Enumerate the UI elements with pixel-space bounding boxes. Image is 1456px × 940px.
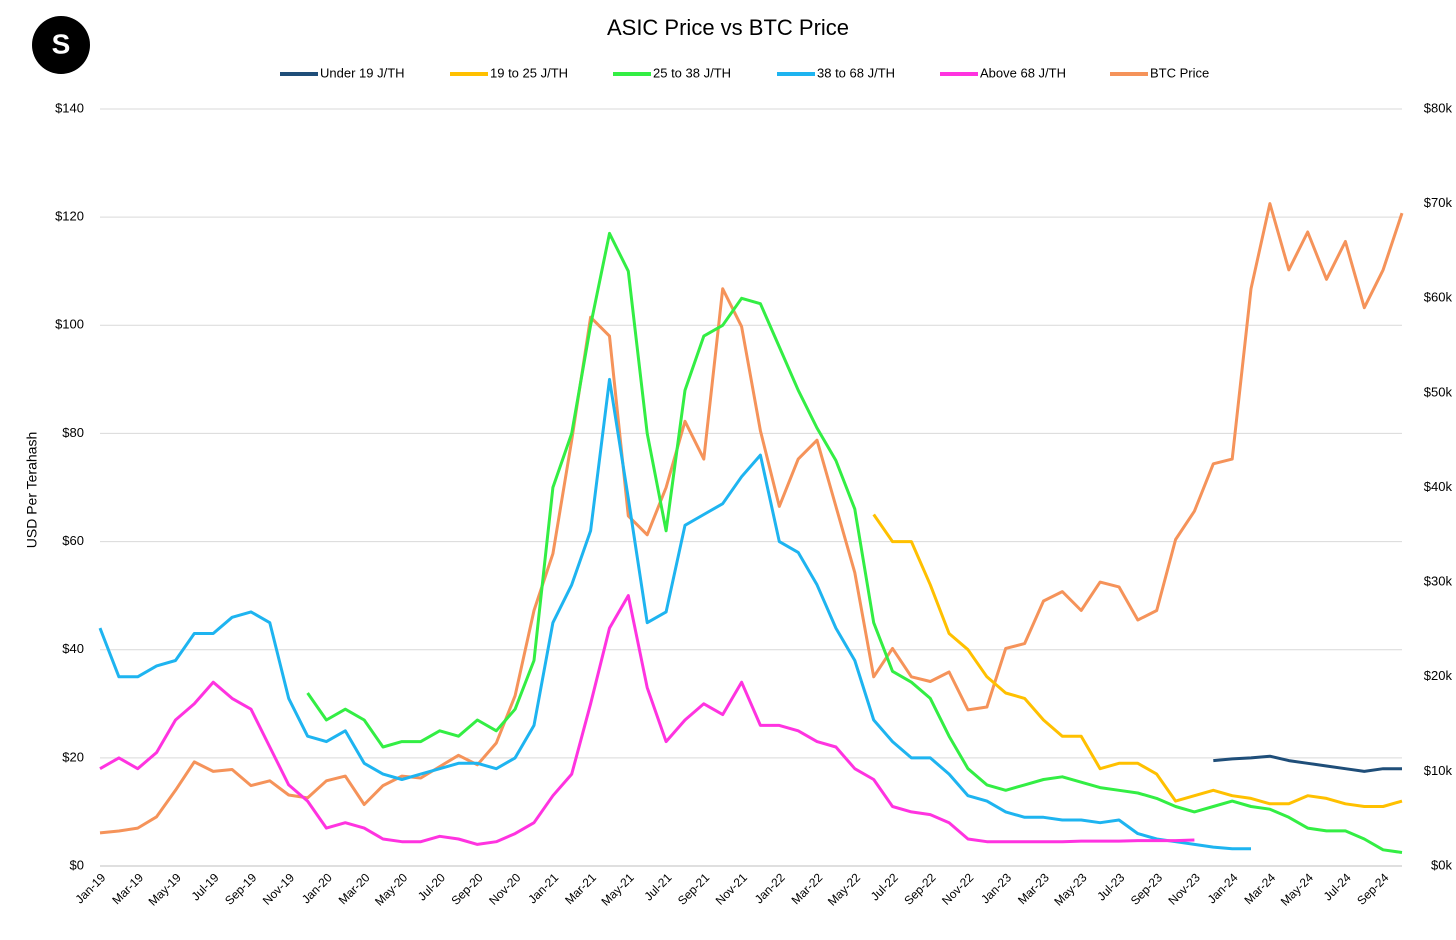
x-tick-label: Mar-24 [1241,870,1278,907]
y-tick-label: $140 [55,100,84,115]
y2-tick-label: $70k [1424,195,1453,210]
x-tick-label: Nov-21 [713,870,750,907]
y-tick-label: $60 [62,533,84,548]
logo-badge [32,16,90,74]
y-tick-label: $20 [62,749,84,764]
series-line [306,231,1403,854]
x-tick-label: Jul-22 [868,870,901,903]
x-tick-label: May-21 [599,870,637,908]
x-tick-label: Sep-23 [1128,870,1165,907]
y2-tick-label: $80k [1424,100,1453,115]
y2-tick-label: $0k [1431,857,1452,872]
x-tick-label: Mar-23 [1015,870,1052,907]
x-tick-label: Mar-19 [109,870,146,907]
y2-tick-label: $50k [1424,384,1453,399]
x-tick-label: May-24 [1278,870,1316,908]
x-tick-label: Jul-19 [189,870,222,903]
x-tick-label: Jul-23 [1094,870,1127,903]
x-tick-label: May-23 [1051,870,1089,908]
legend-label: 25 to 38 J/TH [653,65,731,80]
x-tick-label: Jan-24 [1205,870,1241,906]
x-tick-label: Jan-23 [978,870,1014,906]
x-tick-label: Sep-22 [901,870,938,907]
x-tick-label: May-19 [146,870,184,908]
series-line [872,513,1403,808]
y2-tick-label: $30k [1424,574,1453,589]
x-tick-label: Sep-20 [448,870,485,907]
x-tick-label: Jul-20 [415,870,448,903]
legend-label: 19 to 25 J/TH [490,65,568,80]
legend-label: Under 19 J/TH [320,65,405,80]
y-tick-label: $100 [55,317,84,332]
x-tick-label: Mar-21 [562,870,599,907]
logo: S [52,28,71,59]
legend-label: 38 to 68 J/TH [817,65,895,80]
x-tick-label: Jan-20 [299,870,335,906]
legend-label: Above 68 J/TH [980,65,1066,80]
x-tick-label: Sep-19 [222,870,259,907]
x-tick-label: Nov-22 [939,870,976,907]
x-tick-label: Nov-23 [1166,870,1203,907]
y2-tick-label: $10k [1424,763,1453,778]
x-tick-label: May-22 [825,870,863,908]
chart-title: ASIC Price vs BTC Price [607,15,849,40]
x-tick-label: Jan-22 [752,870,788,906]
y-tick-label: $120 [55,209,84,224]
x-tick-label: Mar-22 [789,870,826,907]
x-tick-label: Jan-19 [73,870,109,906]
x-tick-label: May-20 [372,870,410,908]
x-tick-label: Nov-20 [486,870,523,907]
series-line [1213,754,1402,773]
x-tick-label: Jan-21 [525,870,561,906]
x-tick-label: Sep-24 [1354,870,1391,907]
legend-label: BTC Price [1150,65,1209,80]
y2-tick-label: $20k [1424,668,1453,683]
series-line [99,202,1404,835]
series-line [99,594,1195,846]
x-tick-label: Jul-24 [1321,870,1354,903]
y2-tick-label: $60k [1424,290,1453,305]
y2-tick-label: $40k [1424,479,1453,494]
y-tick-label: $40 [62,641,84,656]
y-tick-label: $0 [70,857,84,872]
x-tick-label: Jul-21 [641,870,674,903]
x-tick-label: Mar-20 [336,870,373,907]
x-tick-label: Nov-19 [260,870,297,907]
x-tick-label: Sep-21 [675,870,712,907]
y-axis-label: USD Per Terahash [24,432,40,548]
y-tick-label: $80 [62,425,84,440]
series-line [98,377,1251,851]
